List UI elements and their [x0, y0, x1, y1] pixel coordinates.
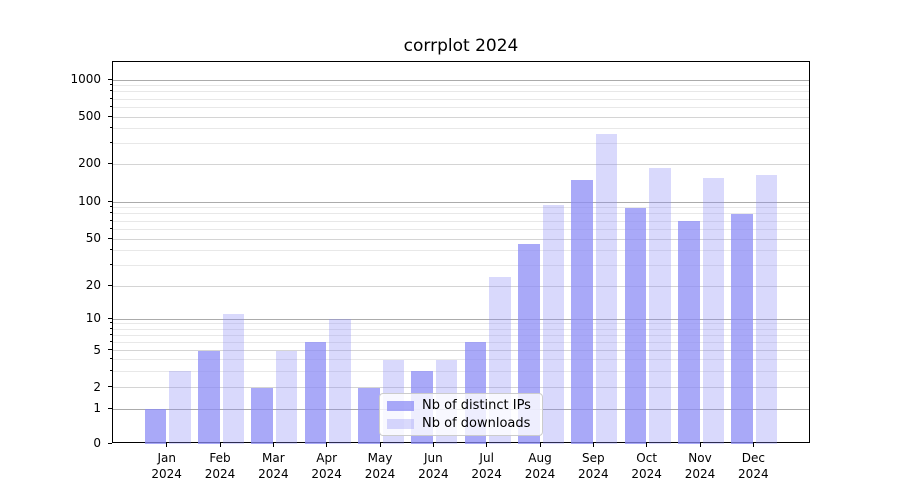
minor-gridline	[113, 98, 809, 100]
y-tick-label: 500	[78, 109, 101, 123]
bar-downloads-oct	[649, 168, 671, 444]
x-tick-mark	[592, 443, 594, 447]
legend-swatch-downloads	[387, 418, 414, 429]
bar-downloads-aug	[542, 204, 564, 444]
mid-gridline	[113, 285, 809, 287]
legend-label: Nb of distinct IPs	[422, 398, 531, 413]
bar-ips-may	[358, 387, 380, 444]
mid-gridline	[113, 387, 809, 388]
minor-gridline	[113, 370, 809, 372]
bar-downloads-nov	[702, 177, 724, 444]
legend-item-downloads: Nb of downloads	[387, 417, 542, 430]
x-tick-label: Jun 2024	[418, 451, 449, 481]
x-tick-label: Jan 2024	[151, 451, 182, 481]
major-gridline	[113, 318, 809, 320]
bar-ips-jan	[144, 409, 167, 444]
bar-downloads-jan	[169, 371, 191, 444]
bar-ips-apr	[304, 342, 327, 444]
legend-item-distinct-ips: Nb of distinct IPs	[387, 399, 542, 412]
bar-ips-sep	[571, 179, 593, 444]
y-tick-label: 1000	[70, 72, 101, 86]
x-tick-mark	[486, 443, 488, 447]
minor-gridline	[113, 127, 809, 129]
minor-gridline	[113, 207, 809, 209]
y-tick-label: 200	[78, 156, 101, 170]
minor-gridline	[113, 213, 809, 215]
legend-swatch-distinct-ips	[387, 400, 414, 411]
minor-gridline	[113, 328, 809, 330]
x-tick-label: Oct 2024	[631, 451, 662, 481]
bar-ips-mar	[251, 387, 273, 444]
legend-label: Nb of downloads	[422, 416, 531, 431]
x-tick-label: Apr 2024	[311, 451, 342, 481]
major-gridline	[113, 79, 809, 81]
y-tick-label: 100	[78, 194, 101, 208]
bar-ips-feb	[198, 350, 220, 444]
y-tick-label: 5	[93, 342, 101, 357]
x-tick-mark	[219, 443, 221, 447]
x-tick-label: Sep 2024	[578, 451, 609, 481]
minor-gridline	[113, 334, 809, 336]
x-tick-label: Aug 2024	[524, 451, 556, 481]
x-tick-mark	[272, 443, 274, 447]
legend: Nb of distinct IPs Nb of downloads	[379, 393, 543, 436]
x-tick-label: May 2024	[364, 451, 396, 481]
minor-gridline	[113, 91, 809, 93]
bar-downloads-sep	[595, 133, 618, 444]
minor-gridline	[113, 323, 809, 325]
y-tick-label: 10	[85, 311, 101, 325]
minor-gridline	[113, 341, 809, 343]
x-tick-mark	[646, 443, 648, 447]
x-tick-label: Dec 2024	[738, 451, 769, 481]
x-tick-mark	[166, 443, 168, 447]
minor-gridline	[113, 220, 809, 222]
bar-ips-dec	[731, 213, 753, 444]
minor-gridline	[113, 142, 809, 144]
mid-gridline	[113, 238, 809, 240]
mid-gridline	[113, 163, 809, 165]
y-tick-label: 50	[85, 231, 101, 245]
bar-ips-oct	[624, 207, 647, 444]
x-tick-mark	[539, 443, 541, 447]
y-tick-label: 0	[93, 436, 101, 450]
minor-gridline	[113, 249, 809, 251]
major-gridline	[113, 201, 809, 203]
minor-gridline	[113, 359, 809, 360]
x-tick-mark	[326, 443, 328, 447]
bar-downloads-dec	[755, 174, 778, 444]
bar-downloads-apr	[329, 319, 351, 444]
y-tick-label: 20	[85, 278, 101, 292]
minor-gridline	[113, 106, 809, 108]
x-tick-mark	[432, 443, 434, 447]
mid-gridline	[113, 116, 809, 118]
x-tick-mark	[379, 443, 381, 447]
minor-gridline	[113, 228, 809, 230]
bar-downloads-feb	[222, 314, 245, 444]
chart-title: corrplot 2024	[403, 36, 519, 56]
minor-gridline	[113, 85, 809, 87]
y-tick-label: 1	[93, 401, 101, 415]
y-tick-label: 2	[93, 379, 101, 394]
plot-area	[112, 61, 810, 444]
x-tick-label: Jul 2024	[471, 451, 502, 481]
x-tick-label: Feb 2024	[204, 451, 236, 481]
x-tick-mark	[752, 443, 754, 447]
x-tick-label: Mar 2024	[258, 451, 289, 481]
mid-gridline	[113, 350, 809, 351]
minor-gridline	[113, 264, 809, 266]
bar-downloads-mar	[275, 350, 298, 444]
x-tick-label: Nov 2024	[684, 451, 716, 481]
bar-ips-nov	[678, 221, 700, 444]
x-tick-mark	[699, 443, 701, 447]
